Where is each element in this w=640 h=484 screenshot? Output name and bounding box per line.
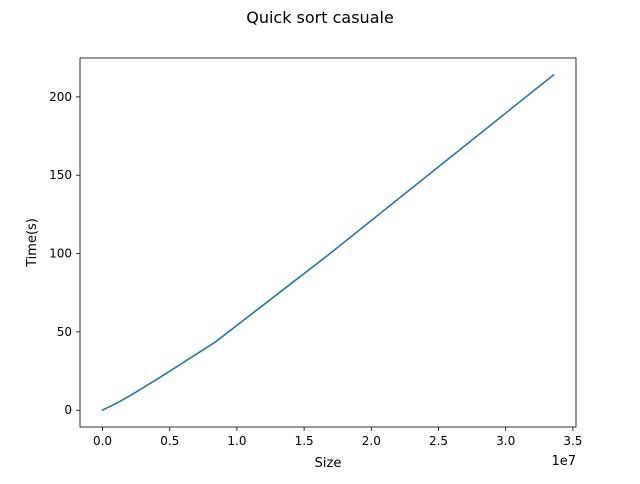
y-tick-label: 100 — [49, 247, 72, 261]
x-tick-label: 0.0 — [93, 434, 112, 448]
x-tick-label: 1.5 — [295, 434, 314, 448]
y-tick-label: 0 — [64, 403, 72, 417]
series-line-0 — [101, 73, 555, 412]
axes-frame — [79, 57, 577, 428]
y-tick-label: 150 — [49, 168, 72, 182]
x-tick-label: 0.5 — [160, 434, 179, 448]
x-tick-label: 2.5 — [429, 434, 448, 448]
x-axis-ticks: 0.0 0.5 1.0 1.5 2.0 2.5 3.0 3.5 — [93, 427, 582, 448]
series-layer — [101, 73, 555, 412]
x-tick-label: 3.0 — [496, 434, 515, 448]
y-tick-label: 50 — [57, 325, 72, 339]
x-axis-offset-label: 1e7 — [551, 454, 576, 469]
y-tick-label: 200 — [49, 90, 72, 104]
x-tick-label: 3.5 — [563, 434, 582, 448]
y-axis-label: Time(s) — [25, 218, 40, 268]
x-tick-label: 2.0 — [362, 434, 381, 448]
y-axis-ticks: 0 50 100 150 200 — [49, 90, 80, 417]
chart-title: Quick sort casuale — [246, 8, 394, 27]
x-tick-label: 1.0 — [227, 434, 246, 448]
x-axis-label: Size — [315, 456, 342, 471]
